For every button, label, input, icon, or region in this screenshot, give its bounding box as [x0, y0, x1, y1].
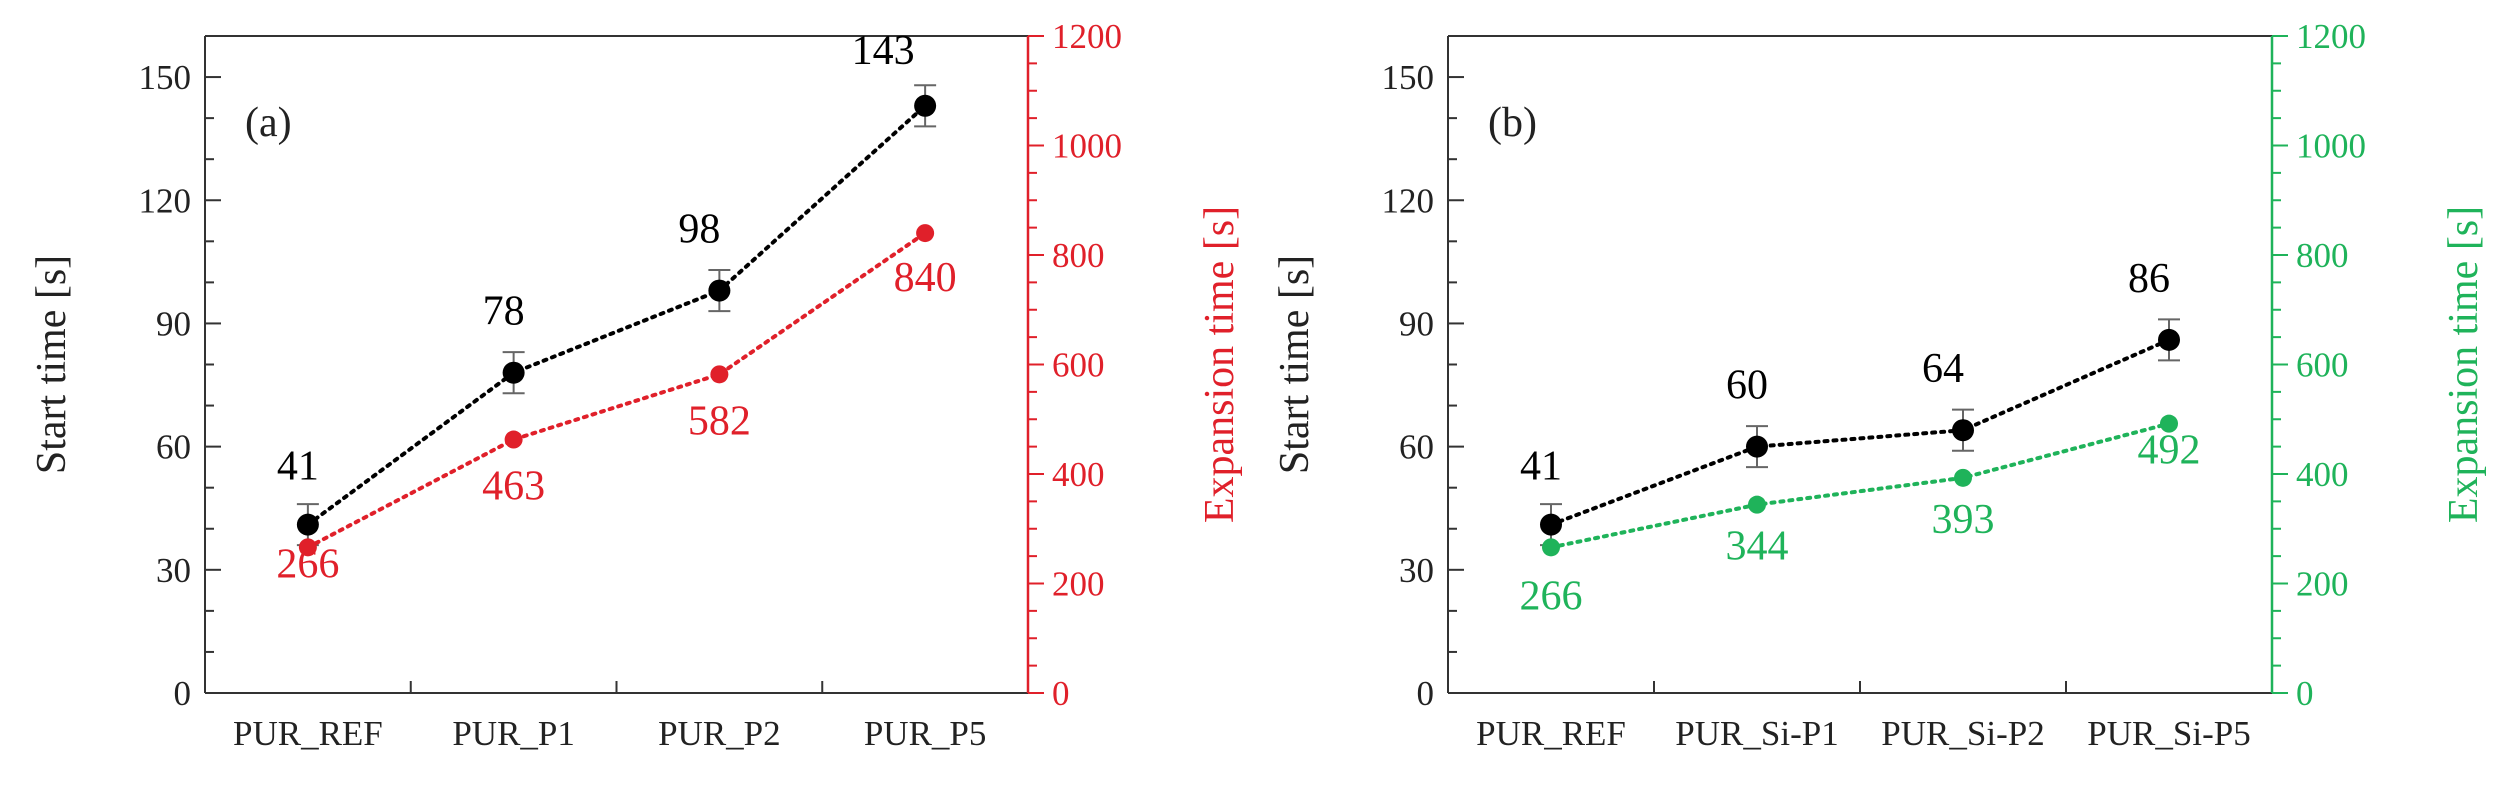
data-point	[2160, 414, 2178, 433]
x-tick-label: PUR_REF	[1476, 714, 1626, 753]
left-tick-label: 0	[1417, 674, 1435, 713]
x-tick-label: PUR_Si-P1	[1675, 714, 1838, 753]
data-point	[298, 538, 317, 557]
right-tick-label: 600	[1052, 346, 1105, 385]
y2-axis-title: Expansion time [s]	[2441, 206, 2487, 523]
right-tick-label: 0	[2296, 674, 2314, 713]
right-tick-label: 1000	[1052, 127, 1122, 166]
data-label: 98	[678, 207, 720, 253]
data-label: 266	[1520, 573, 1583, 619]
x-tick-label: PUR_P2	[658, 714, 781, 753]
right-tick-label: 1000	[2296, 127, 2366, 166]
y2-axis-title: Expansion time [s]	[1197, 206, 1243, 523]
right-tick-label: 400	[2296, 455, 2349, 494]
x-tick-label: PUR_P5	[864, 714, 987, 753]
right-tick-label: 400	[1052, 455, 1105, 494]
data-point	[1542, 538, 1560, 557]
data-point	[916, 224, 935, 243]
right-tick-label: 600	[2296, 346, 2349, 385]
y-axis-title: Start time [s]	[1272, 255, 1318, 474]
left-tick-label: 90	[156, 304, 191, 343]
left-tick-label: 30	[1399, 551, 1434, 590]
data-label: 463	[482, 464, 545, 510]
series-line	[305, 103, 928, 527]
x-tick-label: PUR_Si-P2	[1881, 714, 2044, 753]
data-point	[710, 365, 729, 384]
left-tick-label: 30	[156, 551, 191, 590]
left-tick-label: 150	[139, 58, 192, 97]
panel-label: (a)	[245, 100, 292, 146]
data-label: 60	[1726, 363, 1768, 409]
data-label: 41	[277, 444, 319, 490]
data-label: 393	[1932, 497, 1995, 543]
data-point	[504, 430, 523, 449]
data-label: 492	[2138, 428, 2201, 474]
panel-b: 0 30 60 90 120 150 0 200 400 600 800 1000 1200 PUR_RE…	[1272, 17, 2487, 753]
right-tick-label: 1200	[2296, 17, 2366, 56]
series-line	[1549, 421, 2171, 550]
left-tick-label: 150	[1382, 58, 1435, 97]
data-point	[914, 94, 937, 117]
data-point	[1540, 513, 1562, 536]
left-tick-label: 60	[1399, 428, 1434, 467]
data-point	[708, 279, 731, 302]
right-tick-label: 800	[2296, 236, 2349, 275]
data-point	[1748, 495, 1766, 514]
data-label: 64	[1922, 346, 1964, 392]
series-line	[305, 231, 928, 550]
data-label: 582	[688, 398, 751, 444]
x-tick-label: PUR_Si-P5	[2087, 714, 2250, 753]
right-tick-label: 200	[2296, 565, 2349, 604]
data-label: 344	[1726, 524, 1789, 570]
data-label: 840	[894, 255, 957, 301]
y-axis-title: Start time [s]	[29, 255, 75, 474]
data-label: 266	[276, 541, 339, 587]
data-point	[502, 361, 525, 384]
left-tick-label: 60	[156, 428, 191, 467]
data-label: 143	[852, 28, 915, 74]
data-point	[1954, 468, 1972, 487]
data-label: 78	[483, 289, 525, 335]
data-label: 86	[2128, 256, 2170, 302]
panel-label: (b)	[1488, 100, 1537, 146]
panel-a: 0 30 60 90 120 150 0 200 400 600 800 1000 1200 PUR_RE…	[29, 17, 1243, 753]
data-point	[296, 513, 319, 536]
x-tick-label: PUR_P1	[452, 714, 575, 753]
right-tick-label: 800	[1052, 236, 1105, 275]
right-tick-label: 200	[1052, 565, 1105, 604]
data-point	[2158, 328, 2180, 351]
left-tick-label: 90	[1399, 304, 1434, 343]
right-tick-label: 1200	[1052, 17, 1122, 56]
left-tick-label: 120	[139, 181, 192, 220]
data-point	[1746, 435, 1768, 458]
x-tick-label: PUR_REF	[233, 714, 383, 753]
data-label: 41	[1520, 444, 1562, 490]
left-tick-label: 120	[1382, 181, 1435, 220]
series-line	[1549, 337, 2171, 527]
data-point	[1952, 419, 1974, 442]
left-tick-label: 0	[174, 674, 192, 713]
right-tick-label: 0	[1052, 674, 1070, 713]
